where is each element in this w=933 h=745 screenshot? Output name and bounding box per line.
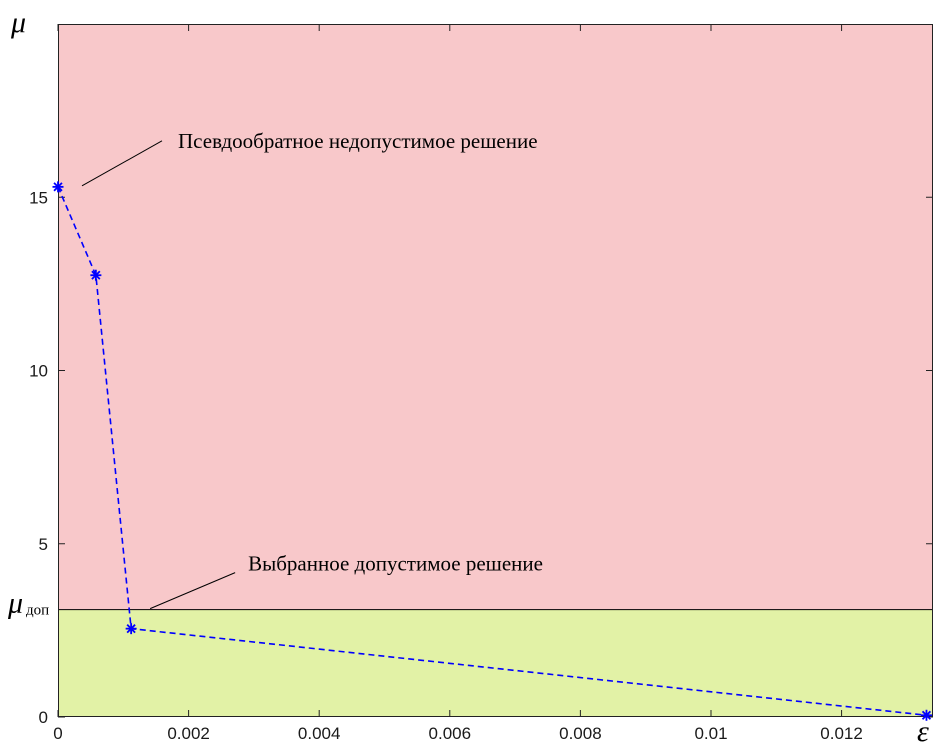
y-tick-label: 5 xyxy=(39,535,48,554)
threshold-label-subscript: доп xyxy=(26,603,49,619)
tick-labels-group: 0 0.002 0.004 0.006 0.008 0.01 0.012 0 5 10 15 xyxy=(29,188,863,743)
x-tick-label: 0.004 xyxy=(298,724,341,743)
series-marker xyxy=(90,269,102,281)
series-marker xyxy=(920,709,932,721)
x-tick-label: 0.012 xyxy=(820,724,863,743)
threshold-label-symbol: μ xyxy=(7,587,23,620)
x-tick-label: 0.01 xyxy=(694,724,727,743)
annotation-selected: Выбранное допустимое решение xyxy=(248,552,543,576)
series-line xyxy=(57,186,927,717)
x-tick-label: 0 xyxy=(53,724,62,743)
y-tick-label: 0 xyxy=(39,708,48,727)
x-tick-label: 0.002 xyxy=(167,724,210,743)
x-tick-label: 0.006 xyxy=(429,724,472,743)
x-axis-label: ε xyxy=(917,715,929,745)
feasible-region xyxy=(58,609,933,717)
annotation-leader-line xyxy=(81,140,163,187)
ticks-group xyxy=(57,24,933,718)
series-marker xyxy=(125,623,137,635)
y-axis-label: μ xyxy=(10,6,26,39)
x-tick-label: 0.008 xyxy=(559,724,602,743)
series-marker xyxy=(52,181,64,193)
y-tick-label: 15 xyxy=(29,188,48,207)
annotation-pseudoinverse: Псевдообратное недопустимое решение xyxy=(178,129,538,153)
series-markers xyxy=(52,181,932,721)
y-tick-label: 10 xyxy=(29,362,48,381)
infeasible-region xyxy=(58,24,933,610)
annotation-leader-line xyxy=(149,572,236,610)
